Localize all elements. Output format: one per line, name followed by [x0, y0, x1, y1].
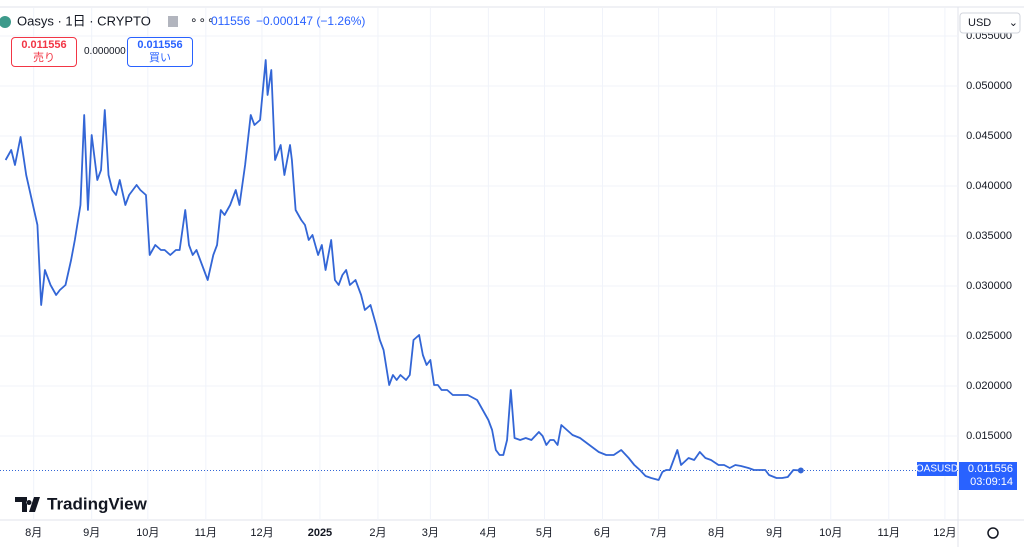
currency[interactable]: USD: [968, 17, 991, 29]
x-tick-label: 9月: [766, 527, 783, 539]
buy-label[interactable]: 買い: [149, 52, 171, 64]
x-tick-label: 4月: [480, 527, 497, 539]
symbol-icon: [0, 16, 11, 28]
flag-icon[interactable]: [168, 16, 178, 27]
currency-button[interactable]: [959, 12, 1021, 34]
countdown: 03:09:14: [970, 476, 1013, 488]
logo-mark: [15, 497, 40, 512]
buy-price[interactable]: 0.011556: [137, 39, 183, 51]
price-tag: [959, 462, 1017, 490]
y-tick-label: 0.035000: [966, 230, 1012, 242]
more-icon[interactable]: ∘∘∘: [190, 13, 216, 27]
y-tick-label: 0.050000: [966, 80, 1012, 92]
y-tick-label: 0.045000: [966, 130, 1012, 142]
change: −0.000147 (−1.26%): [256, 14, 365, 28]
x-tick-label: 12月: [933, 527, 956, 539]
y-tick-label: 0.025000: [966, 330, 1012, 342]
y-tick-label: 0.015000: [966, 430, 1012, 442]
x-tick-label: 7月: [650, 527, 667, 539]
x-tick-label: 6月: [594, 527, 611, 539]
title: Oasys · 1日 · CRYPTO: [17, 13, 151, 28]
x-tick-label: 2月: [369, 527, 386, 539]
grid: [0, 8, 958, 520]
last-point: [797, 467, 804, 474]
last-price: 011556: [211, 14, 250, 28]
symbol-tag: [917, 462, 957, 476]
axes: 0.015000 0.020000 0.025000 0.030000 0.035000…: [25, 30, 1012, 539]
x-tick-label: 11月: [878, 527, 900, 539]
y-tick-label: 0.020000: [966, 380, 1012, 392]
price-line: [4, 59, 801, 481]
plot: [0, 59, 958, 481]
sell-label[interactable]: 売り: [33, 52, 55, 64]
y-tick-label: 0.040000: [966, 180, 1012, 192]
price-tag-label: 0.011556: [968, 463, 1013, 475]
x-tick-label: 11月: [195, 527, 217, 539]
x-tick-label: 2025: [308, 527, 332, 539]
symbol-label: OASUSD: [916, 464, 958, 475]
sell-button[interactable]: 0.011556 売り: [11, 37, 77, 67]
settings-icon[interactable]: [987, 527, 999, 539]
x-tick-label: 8月: [708, 527, 725, 539]
currency-caret: ⌄: [1009, 17, 1018, 29]
buy-button[interactable]: 0.011556 買い: [127, 37, 193, 67]
spread: 0.000000: [84, 46, 126, 57]
y-tick-label: 0.030000: [966, 280, 1012, 292]
brand-name: TradingView: [47, 494, 148, 513]
x-tick-label: 9月: [83, 527, 100, 539]
x-tick-label: 10月: [819, 527, 842, 539]
x-tick-label: 5月: [536, 527, 553, 539]
sell-price[interactable]: 0.011556: [21, 39, 67, 51]
x-tick-label: 12月: [250, 527, 273, 539]
x-tick-label: 3月: [422, 527, 439, 539]
brand-logo: TradingView: [15, 494, 148, 513]
x-tick-label: 10月: [136, 527, 159, 539]
x-tick-label: 8月: [25, 527, 42, 539]
